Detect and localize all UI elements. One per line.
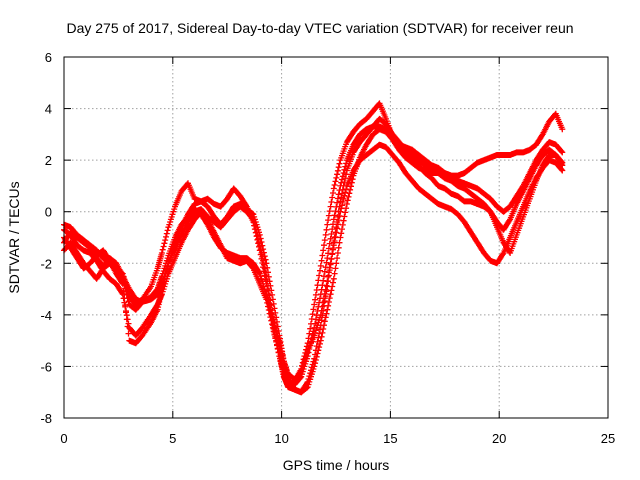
y-tick-label: -6 [40,359,52,374]
x-tick-label: 5 [169,431,176,446]
plot-frame [63,56,609,419]
series-track [61,123,566,388]
y-tick-label: -8 [40,411,52,426]
data-series-sdtvar [61,100,566,396]
x-tick-label: 15 [383,431,397,446]
series-track [61,141,566,383]
x-tick-label: 20 [492,431,506,446]
x-tick-label: 10 [274,431,288,446]
x-axis-label: GPS time / hours [283,457,390,473]
y-tick-label: 2 [45,153,52,168]
y-tick-label: 0 [45,205,52,220]
chart-title: Day 275 of 2017, Sidereal Day-to-day VTE… [66,20,573,36]
data-point-markers [61,123,566,388]
y-tick-label: -2 [40,256,52,271]
data-point-markers [61,141,566,383]
y-tick-label: 4 [45,102,52,117]
y-axis-label: SDTVAR / TECUs [6,181,22,293]
x-tick-label: 0 [60,431,67,446]
y-tick-label: 6 [45,50,52,65]
axis-ticks: 0 5 10 15 20 25 -8 -6 -4 -2 0 2 4 6 [40,50,615,446]
y-tick-label: -4 [40,308,52,323]
x-tick-label: 25 [601,431,615,446]
